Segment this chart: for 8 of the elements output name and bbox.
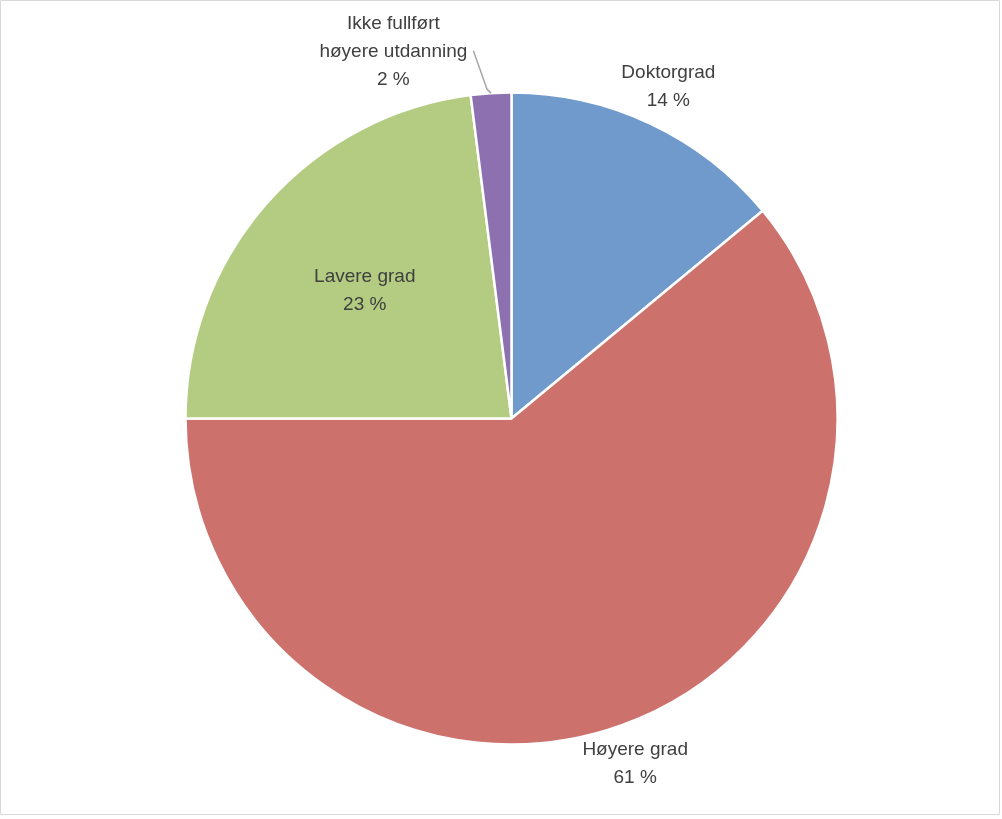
slice-label: Ikke fullført høyere utdanning <box>319 12 468 62</box>
data-label: 61 % <box>613 765 657 787</box>
slice-label: Høyere grad <box>582 737 688 759</box>
data-label: 14 % <box>646 88 691 110</box>
data-label: 23 % <box>343 292 387 314</box>
data-label: 2 % <box>377 68 410 90</box>
slice-label: Doktorgrad <box>621 60 716 82</box>
slice-label: Lavere grad <box>314 264 416 286</box>
